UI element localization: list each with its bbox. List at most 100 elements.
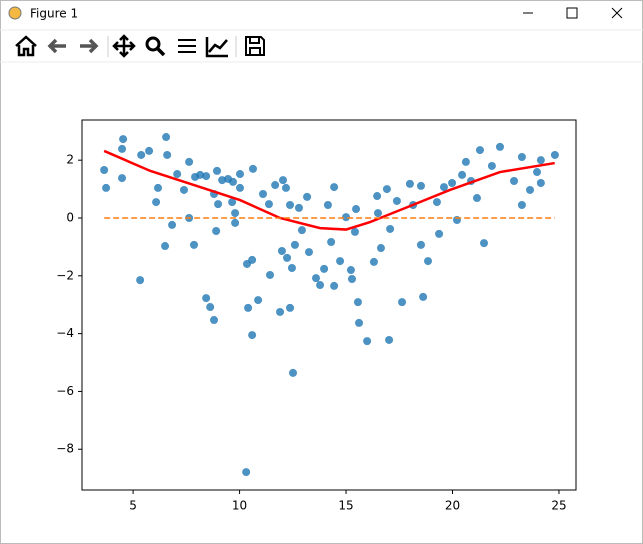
- point: [242, 468, 251, 477]
- point: [432, 198, 441, 207]
- point: [235, 170, 244, 179]
- save-button[interactable]: [245, 36, 265, 56]
- point: [336, 257, 345, 266]
- point: [102, 183, 111, 192]
- point: [312, 274, 321, 283]
- point: [212, 227, 221, 235]
- point: [392, 196, 401, 205]
- point: [382, 185, 391, 194]
- point: [416, 240, 425, 249]
- point: [281, 183, 290, 192]
- point: [385, 335, 394, 344]
- point: [248, 255, 257, 264]
- point: [248, 164, 257, 173]
- point: [475, 146, 484, 155]
- point: [286, 200, 295, 209]
- point: [228, 177, 237, 186]
- x-tick-label: 20: [445, 499, 460, 513]
- point: [342, 213, 351, 222]
- point: [303, 192, 312, 201]
- point: [118, 144, 127, 153]
- point: [452, 216, 461, 225]
- close-button[interactable]: [611, 7, 623, 19]
- point: [258, 190, 267, 198]
- app-icon: [8, 6, 22, 20]
- point: [231, 218, 240, 227]
- y-tick-label: 2: [66, 153, 74, 167]
- point: [363, 337, 372, 346]
- point: [290, 240, 299, 249]
- point: [350, 227, 359, 236]
- point: [119, 135, 128, 144]
- home-button[interactable]: [15, 35, 37, 57]
- point: [472, 194, 481, 203]
- maximize-button[interactable]: [566, 7, 578, 19]
- configure-button[interactable]: [178, 39, 196, 53]
- point: [416, 181, 425, 190]
- point: [435, 229, 444, 238]
- point: [550, 150, 559, 159]
- point: [536, 156, 545, 165]
- point: [458, 170, 467, 179]
- point: [202, 172, 211, 181]
- point: [346, 266, 355, 275]
- x-tick-label: 5: [129, 499, 137, 513]
- point: [487, 161, 496, 170]
- axes-frame: [81, 119, 577, 491]
- point: [244, 303, 253, 312]
- point: [316, 281, 325, 290]
- point: [137, 150, 146, 159]
- point: [419, 292, 428, 301]
- point: [206, 303, 215, 312]
- point: [405, 179, 414, 188]
- forward-button[interactable]: [80, 38, 99, 54]
- y-tick-label: −2: [56, 268, 74, 282]
- y-tick-label: 0: [66, 210, 74, 224]
- point: [376, 244, 385, 253]
- pan-button[interactable]: [112, 34, 136, 58]
- edit-axis-button[interactable]: [205, 37, 228, 58]
- point: [210, 316, 219, 325]
- x-tick-label: 10: [232, 499, 247, 513]
- point: [276, 307, 285, 316]
- back-button[interactable]: [47, 38, 66, 54]
- point: [355, 318, 364, 327]
- zoom-button[interactable]: [145, 36, 161, 52]
- point: [248, 331, 257, 340]
- point: [294, 203, 303, 212]
- point: [510, 176, 519, 185]
- point: [330, 183, 339, 192]
- point: [212, 166, 221, 175]
- zoom-handle: [155, 46, 166, 57]
- point: [373, 192, 382, 201]
- point: [398, 298, 407, 307]
- point: [264, 200, 273, 209]
- point: [461, 157, 470, 166]
- point: [386, 224, 395, 233]
- point: [152, 198, 161, 207]
- point: [163, 150, 172, 159]
- point: [448, 179, 457, 188]
- point: [286, 303, 295, 312]
- point: [190, 240, 199, 249]
- point: [136, 276, 145, 285]
- point: [277, 246, 286, 255]
- point: [369, 257, 378, 266]
- point: [327, 237, 336, 246]
- x-tick-label: 25: [551, 499, 566, 513]
- y-tick-label: −4: [56, 326, 74, 340]
- point: [536, 179, 545, 188]
- point: [289, 368, 298, 377]
- point: [373, 209, 382, 218]
- point: [162, 133, 171, 142]
- y-tick-label: −6: [56, 384, 74, 398]
- point: [323, 200, 332, 209]
- point: [320, 264, 329, 273]
- point: [173, 170, 182, 179]
- point: [185, 157, 194, 166]
- point: [179, 185, 188, 194]
- point: [100, 166, 109, 175]
